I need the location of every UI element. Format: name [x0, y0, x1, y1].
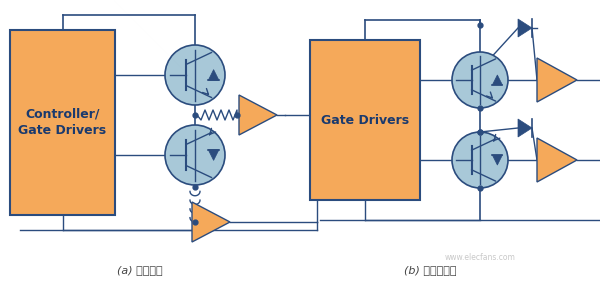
Circle shape	[452, 52, 508, 108]
Polygon shape	[493, 75, 502, 85]
Circle shape	[165, 45, 225, 105]
Polygon shape	[537, 58, 577, 102]
Polygon shape	[518, 119, 532, 137]
FancyBboxPatch shape	[10, 30, 115, 215]
Polygon shape	[537, 138, 577, 182]
Circle shape	[165, 125, 225, 185]
Polygon shape	[239, 95, 277, 135]
Text: (b) 去饱和检测: (b) 去饱和检测	[404, 265, 456, 275]
Text: (a) 电流测量: (a) 电流测量	[117, 265, 163, 275]
Text: Gate Drivers: Gate Drivers	[321, 113, 409, 126]
Polygon shape	[208, 70, 219, 80]
Polygon shape	[192, 202, 230, 242]
Text: Controller/
Gate Drivers: Controller/ Gate Drivers	[19, 107, 107, 137]
FancyBboxPatch shape	[310, 40, 420, 200]
Polygon shape	[208, 149, 219, 160]
Text: www.elecfans.com: www.elecfans.com	[445, 253, 515, 262]
Polygon shape	[493, 155, 502, 165]
Circle shape	[452, 132, 508, 188]
Polygon shape	[518, 19, 532, 37]
